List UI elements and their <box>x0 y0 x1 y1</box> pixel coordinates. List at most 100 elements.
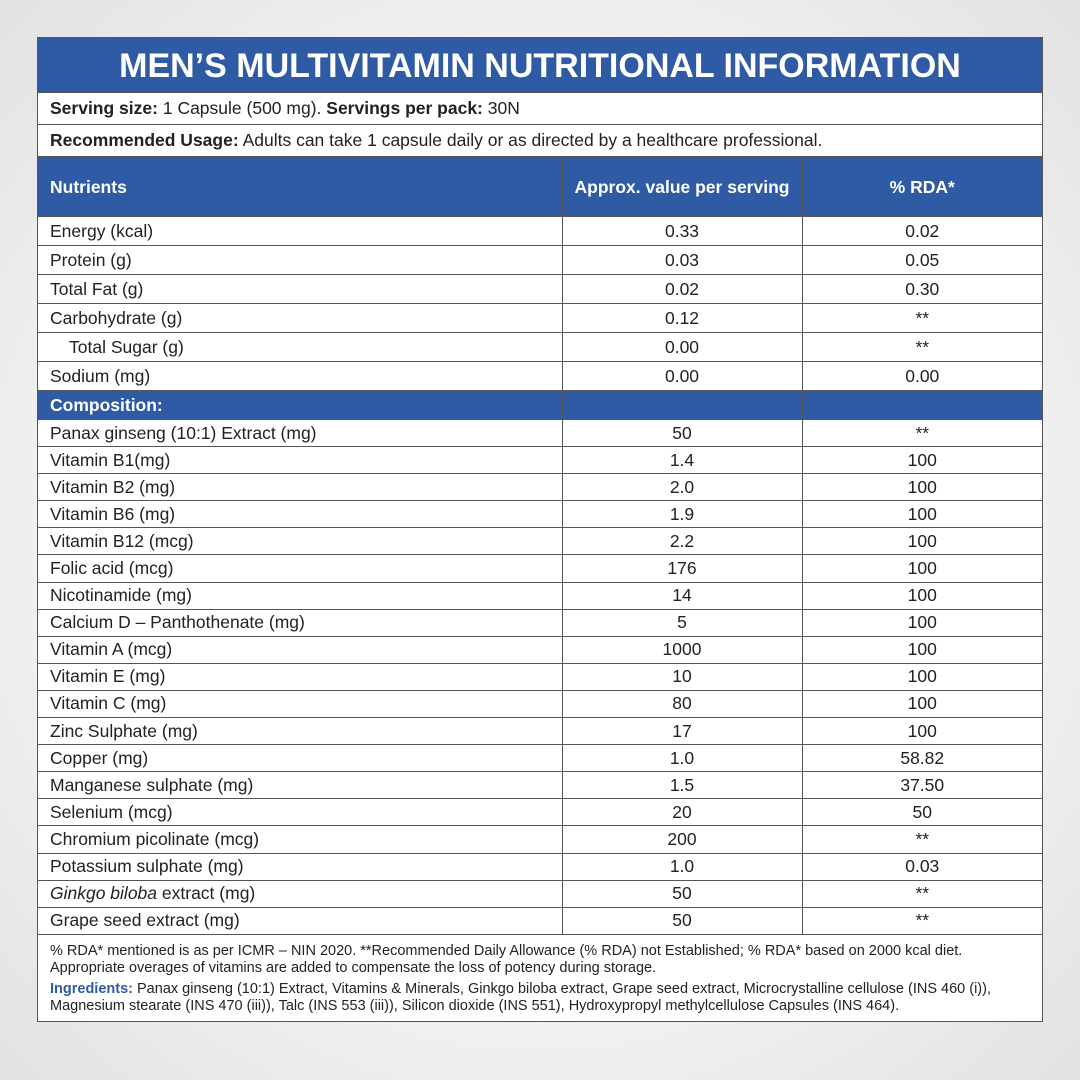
nutrient-name: Manganese sulphate (mg) <box>38 771 563 800</box>
nutrient-name: Vitamin B12 (mcg) <box>38 527 563 556</box>
rda: 100 <box>801 717 1042 746</box>
section-label: Composition: <box>38 390 563 420</box>
nutrient-name: Selenium (mcg) <box>38 798 563 827</box>
amount: 0.02 <box>561 274 803 304</box>
amount: 5 <box>561 608 803 637</box>
name: Vitamin B2 (mg) <box>50 476 176 497</box>
rda: 50 <box>801 798 1042 827</box>
amount: 50 <box>561 418 803 448</box>
rda: 100 <box>801 500 1042 529</box>
amount: 1.9 <box>561 500 803 529</box>
row: Carbohydrate (g) 0.12 ** <box>38 303 1042 333</box>
name: Vitamin C (mg) <box>50 693 167 714</box>
amount: 1.0 <box>561 744 803 773</box>
label: Recommended Usage: <box>50 130 239 150</box>
rda: ** <box>801 332 1042 362</box>
amount: 200 <box>561 825 803 854</box>
name: Calcium D – Panthothenate (mg) <box>50 612 305 633</box>
row: Panax ginseng (10:1) Extract (mg) 50 ** <box>38 418 1042 448</box>
title: MEN’S MULTIVITAMIN NUTRITIONAL INFORMATI… <box>38 38 1042 93</box>
amount: 1000 <box>561 635 803 664</box>
row: Folic acid (mcg) 176 100 <box>38 554 1042 583</box>
name: Energy (kcal) <box>50 220 154 241</box>
name: Vitamin B12 (mcg) <box>50 530 194 551</box>
nutrient-name: Sodium (mg) <box>38 361 563 391</box>
rda: 37.50 <box>801 771 1042 800</box>
row: Chromium picolinate (mcg) 200 ** <box>38 825 1042 854</box>
row: Energy (kcal) 0.33 0.02 <box>38 216 1042 246</box>
row: Manganese sulphate (mg) 1.5 37.50 <box>38 771 1042 800</box>
rda: 100 <box>801 527 1042 556</box>
cell <box>801 390 1042 420</box>
amount: 50 <box>561 879 803 908</box>
rda: 100 <box>801 554 1042 583</box>
rda: ** <box>801 879 1042 908</box>
rda: 100 <box>801 608 1042 637</box>
row: Vitamin B12 (mcg) 2.2 100 <box>38 527 1042 556</box>
amount: 14 <box>561 581 803 610</box>
nutrient-name: Vitamin B2 (mg) <box>38 473 563 502</box>
amount: 0.33 <box>561 216 803 246</box>
section-row: Composition: <box>38 390 1042 420</box>
row: Copper (mg) 1.0 58.82 <box>38 744 1042 773</box>
name: Sodium (mg) <box>50 365 151 386</box>
name: Vitamin B1(mg) <box>50 449 171 470</box>
header-row: Nutrients Approx. value per serving% RDA* <box>38 157 1042 217</box>
name: Nicotinamide (mg) <box>50 585 192 606</box>
name: Total Fat (g) <box>50 278 144 299</box>
nutrient-name: Chromium picolinate (mcg) <box>38 825 563 854</box>
nutrient-name: Carbohydrate (g) <box>38 303 563 333</box>
name: extract (mg) <box>161 883 256 904</box>
name: Zinc Sulphate (mg) <box>50 720 198 741</box>
rda: 58.82 <box>801 744 1042 773</box>
amount: 0.00 <box>561 332 803 362</box>
rda: 100 <box>801 662 1042 691</box>
nutrient-name: Copper (mg) <box>38 744 563 773</box>
footer: % RDA* mentioned is as per ICMR – NIN 20… <box>38 935 1042 1021</box>
row: Total Sugar (g) 0.00 ** <box>38 332 1042 362</box>
rda: 0.05 <box>801 245 1042 275</box>
name: Copper (mg) <box>50 747 149 768</box>
nutrient-name: Potassium sulphate (mg) <box>38 852 563 881</box>
name: Vitamin B6 (mg) <box>50 503 176 524</box>
row: Vitamin B2 (mg) 2.0 100 <box>38 473 1042 502</box>
column-header: % RDA* <box>801 157 1042 217</box>
nutrient-name: Ginkgo biloba extract (mg) <box>38 879 563 908</box>
info-panel: MEN’S MULTIVITAMIN NUTRITIONAL INFORMATI… <box>37 37 1043 1022</box>
row: Sodium (mg) 0.00 0.00 <box>38 361 1042 391</box>
amount: 1.0 <box>561 852 803 881</box>
name: Folic acid (mcg) <box>50 558 174 579</box>
nutrient-name: Total Sugar (g) <box>38 332 563 362</box>
name: Vitamin E (mg) <box>50 666 166 687</box>
amount: 10 <box>561 662 803 691</box>
row: Selenium (mcg) 20 50 <box>38 798 1042 827</box>
amount: 1.5 <box>561 771 803 800</box>
ingredients: Ingredients: Panax ginseng (10:1) Extrac… <box>50 981 1030 1015</box>
cell <box>561 390 803 420</box>
value: 1 Capsule (500 mg). <box>162 98 322 118</box>
name: Manganese sulphate (mg) <box>50 774 254 795</box>
amount: 0.03 <box>561 245 803 275</box>
row: Vitamin E (mg) 10 100 <box>38 662 1042 691</box>
text: Adults can take 1 capsule daily or as di… <box>242 130 823 150</box>
rda: ** <box>801 303 1042 333</box>
rda: 0.30 <box>801 274 1042 304</box>
rda: 100 <box>801 446 1042 475</box>
amount: 80 <box>561 689 803 719</box>
rda: 100 <box>801 635 1042 664</box>
nutrient-name: Nicotinamide (mg) <box>38 581 563 610</box>
name: Vitamin A (mcg) <box>50 639 173 660</box>
rda: ** <box>801 906 1042 935</box>
column-header: Nutrients <box>38 157 563 217</box>
row: Vitamin C (mg) 80 100 <box>38 689 1042 719</box>
amount: 1.4 <box>561 446 803 475</box>
row: Calcium D – Panthothenate (mg) 5 100 <box>38 608 1042 637</box>
amount: 2.2 <box>561 527 803 556</box>
value: 30N <box>487 98 520 118</box>
row: Total Fat (g) 0.02 0.30 <box>38 274 1042 304</box>
nutrition-table: Nutrients Approx. value per serving% RDA*… <box>38 157 1042 935</box>
rda: 100 <box>801 581 1042 610</box>
amount: 0.12 <box>561 303 803 333</box>
name: Grape seed extract (mg) <box>50 910 240 931</box>
